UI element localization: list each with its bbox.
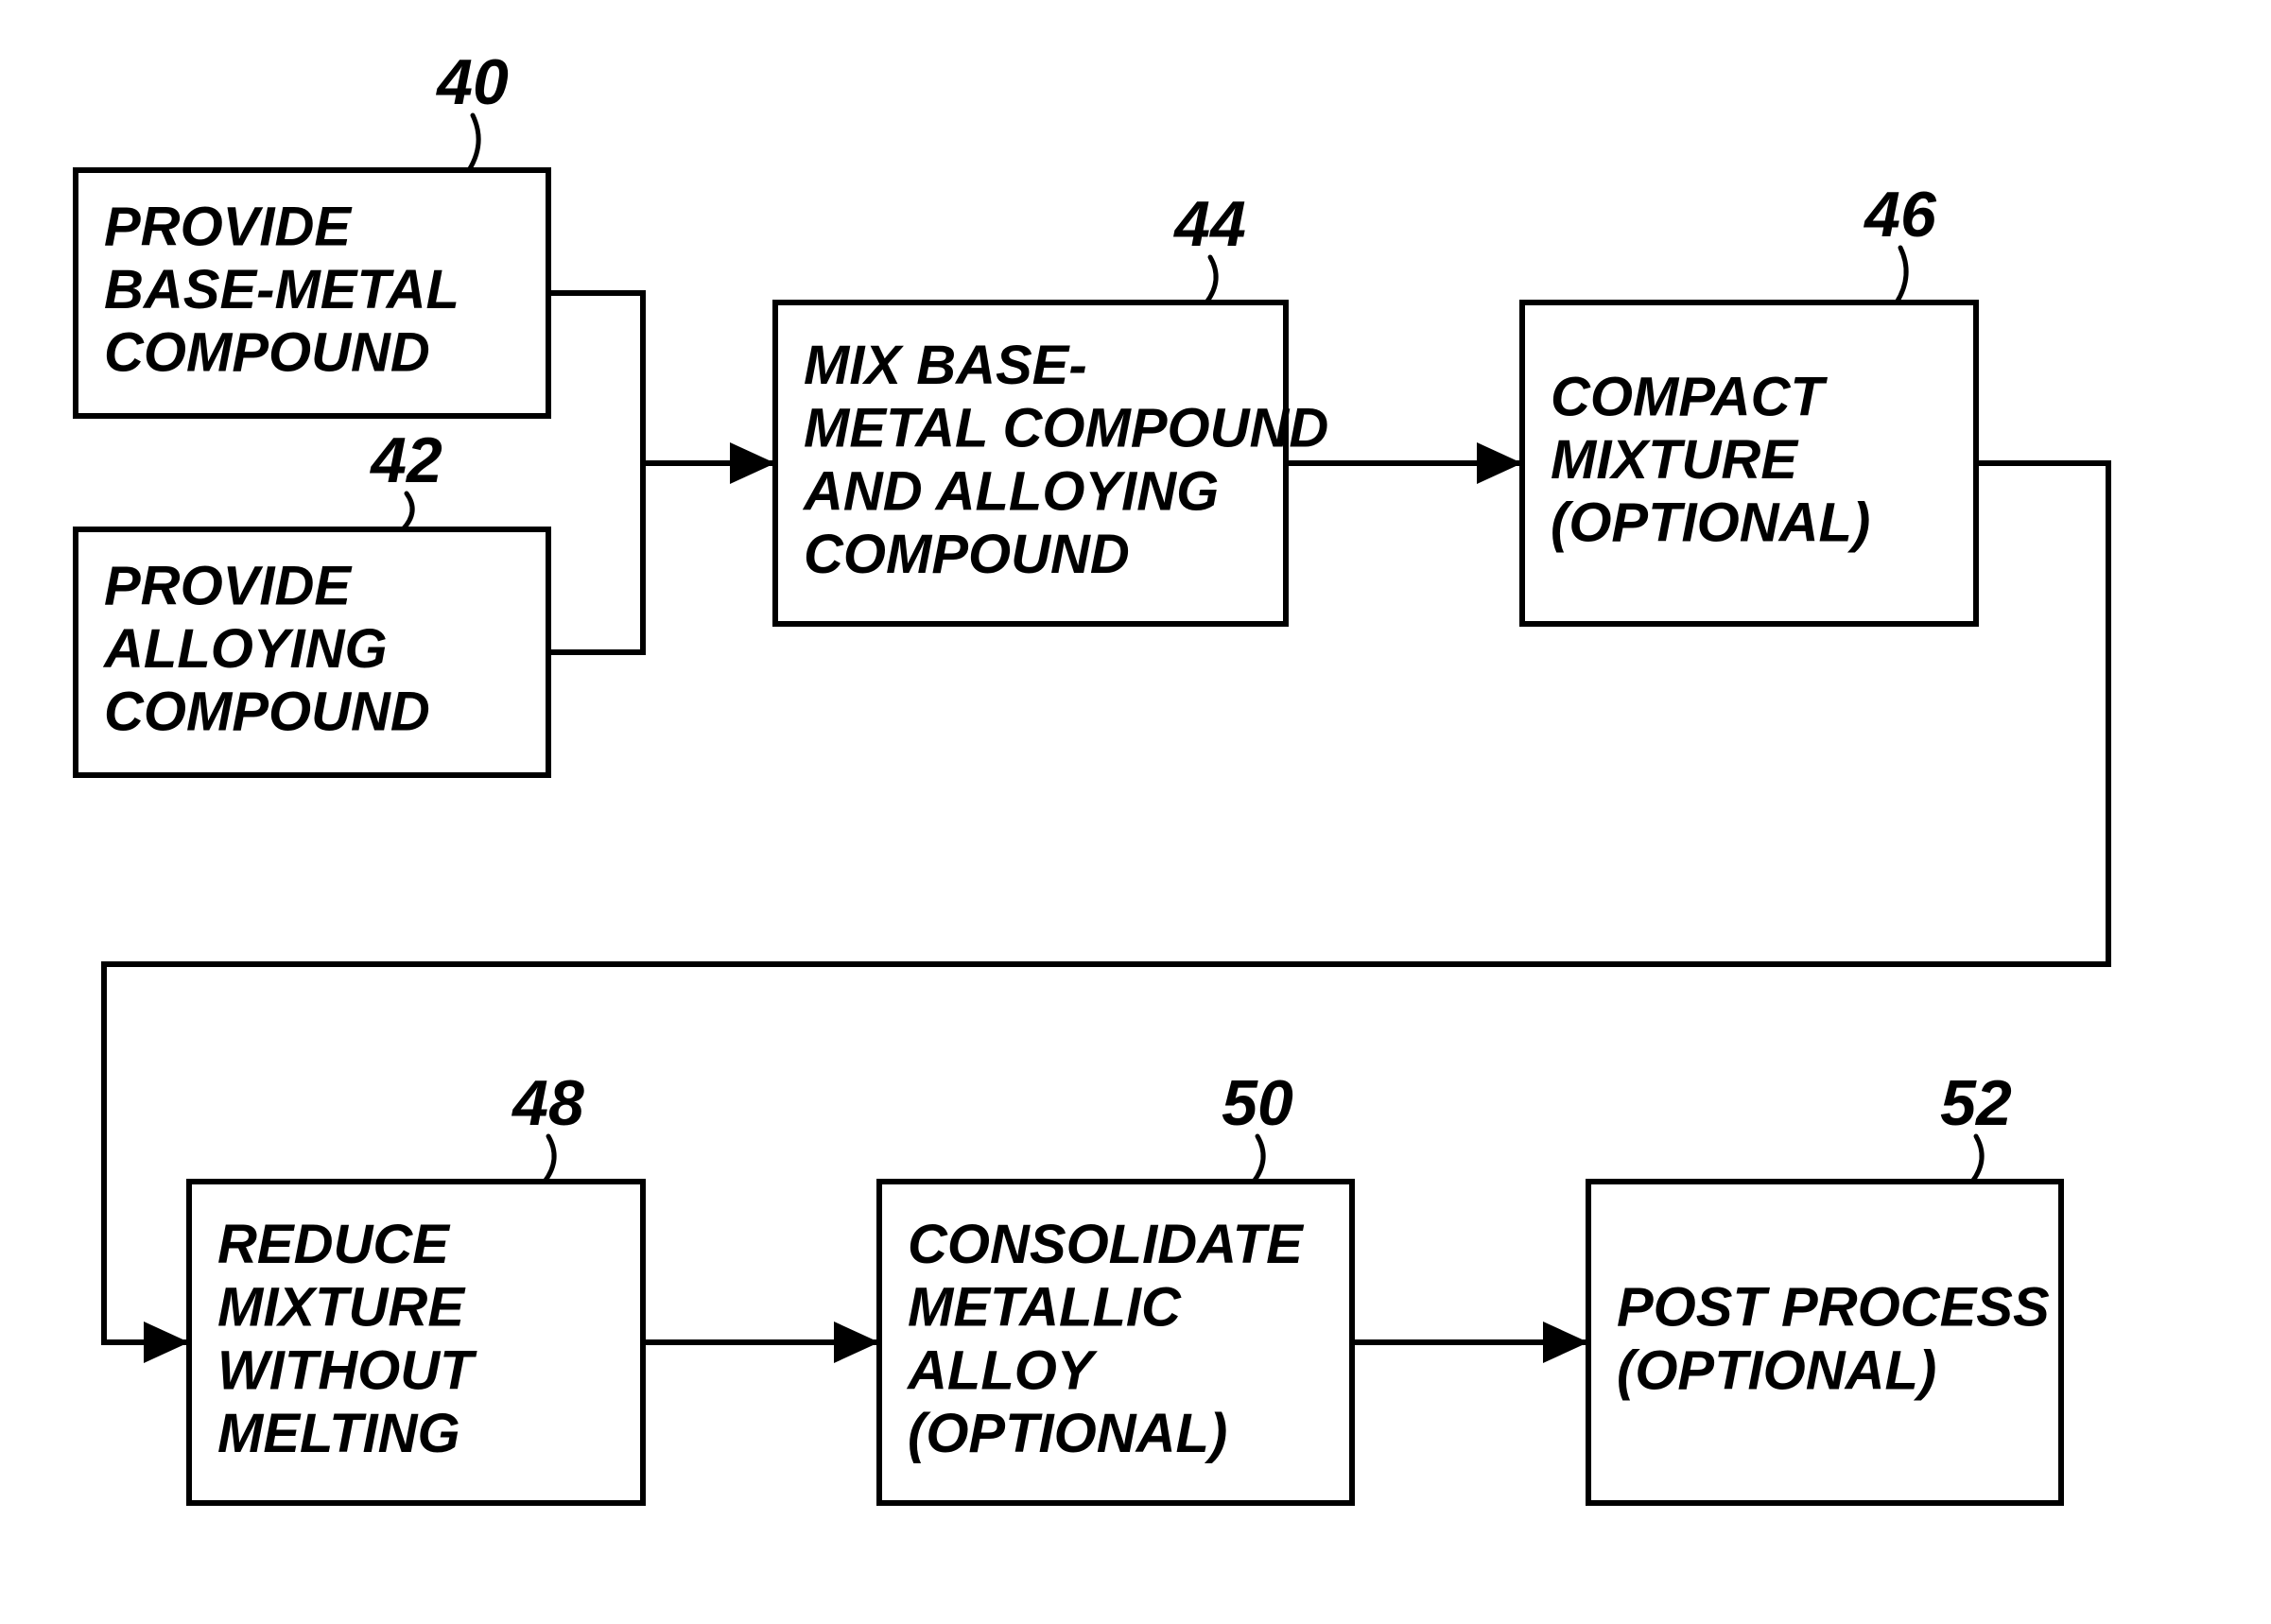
ref-number-42: 42 bbox=[369, 424, 442, 496]
node-label-n48: REDUCEMIXTUREWITHOUTMELTING bbox=[217, 1214, 477, 1464]
ref-number-52: 52 bbox=[1940, 1067, 2012, 1139]
ref-leader-40 bbox=[469, 115, 478, 170]
ref-leader-48 bbox=[545, 1136, 554, 1182]
ref-number-40: 40 bbox=[435, 46, 509, 118]
ref-number-48: 48 bbox=[511, 1067, 584, 1139]
ref-leader-42 bbox=[403, 493, 412, 529]
ref-leader-52 bbox=[1972, 1136, 1982, 1182]
ref-leader-46 bbox=[1897, 248, 1906, 302]
ref-number-44: 44 bbox=[1172, 188, 1246, 260]
ref-number-50: 50 bbox=[1222, 1067, 1293, 1139]
ref-leader-50 bbox=[1254, 1136, 1263, 1182]
ref-leader-44 bbox=[1206, 257, 1216, 302]
ref-number-46: 46 bbox=[1863, 179, 1937, 251]
